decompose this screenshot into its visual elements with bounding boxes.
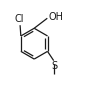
Text: OH: OH — [48, 12, 63, 23]
Text: Cl: Cl — [15, 14, 24, 24]
Text: S: S — [51, 61, 58, 71]
